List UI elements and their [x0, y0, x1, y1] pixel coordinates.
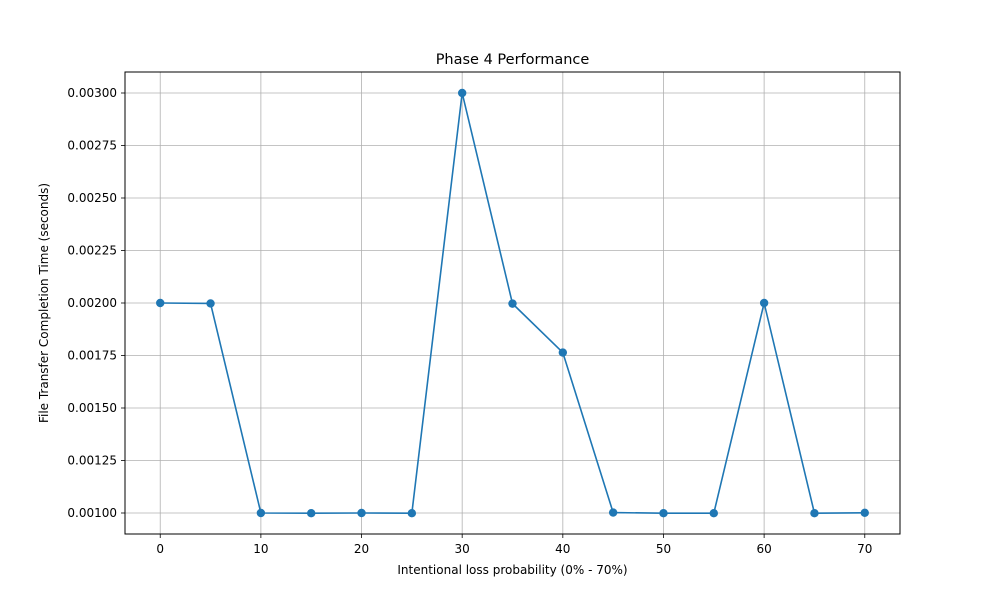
y-tick-label: 0.00100 [67, 506, 117, 520]
x-tick-label: 70 [857, 542, 872, 556]
data-point [206, 299, 215, 308]
data-point [759, 298, 769, 308]
series [156, 88, 869, 518]
x-tick-label: 10 [253, 542, 268, 556]
y-tick-label: 0.00225 [67, 244, 117, 258]
x-axis-label: Intentional loss probability (0% - 70%) [397, 563, 627, 577]
x-tick-label: 20 [354, 542, 369, 556]
x-tick-label: 0 [156, 542, 164, 556]
data-point [508, 299, 517, 308]
y-tick-label: 0.00150 [67, 401, 117, 415]
data-point [307, 509, 316, 518]
data-point [407, 509, 417, 518]
x-tick-label: 40 [555, 542, 570, 556]
data-point [156, 298, 165, 308]
y-tick-label: 0.00125 [67, 454, 117, 468]
data-point [608, 508, 618, 517]
x-tick-label: 60 [756, 542, 771, 556]
data-point [457, 88, 467, 98]
y-tick-label: 0.00250 [67, 191, 117, 205]
data-point [558, 348, 568, 357]
y-tick-label: 0.00175 [67, 349, 117, 363]
data-point [256, 508, 266, 518]
data-point [659, 509, 668, 518]
x-tick-label: 50 [656, 542, 671, 556]
y-tick-label: 0.00200 [67, 296, 117, 310]
y-tick-label: 0.00275 [67, 139, 117, 153]
ticks: 0 10 20 30 40 50 60 70 0.00100 0.00125 0.00150 0.00… [67, 86, 872, 556]
y-axis-label: File Transfer Completion Time (seconds) [37, 183, 51, 423]
data-point [357, 508, 366, 518]
chart-title: Phase 4 Performance [436, 52, 590, 68]
data-point [860, 508, 869, 517]
data-point [810, 509, 819, 518]
x-tick-label: 30 [455, 542, 470, 556]
data-point [709, 509, 718, 518]
y-tick-label: 0.00300 [67, 86, 117, 100]
